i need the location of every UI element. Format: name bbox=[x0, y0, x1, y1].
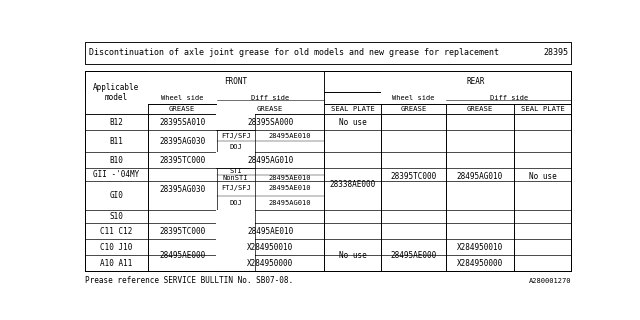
Text: 28495AE000: 28495AE000 bbox=[159, 251, 205, 260]
Text: FRONT: FRONT bbox=[224, 77, 247, 86]
Text: 28495AG010: 28495AG010 bbox=[457, 172, 503, 181]
Text: 28495AG010: 28495AG010 bbox=[268, 200, 310, 206]
Text: 28495AE010: 28495AE010 bbox=[268, 185, 310, 191]
Text: FTJ/SFJ: FTJ/SFJ bbox=[221, 185, 250, 191]
Text: No use: No use bbox=[339, 118, 366, 127]
Bar bbox=[216, 114, 255, 131]
Bar bbox=[85, 71, 571, 271]
Text: 28395: 28395 bbox=[543, 48, 568, 57]
Text: FTJ/SFJ: FTJ/SFJ bbox=[221, 133, 250, 139]
Text: REAR: REAR bbox=[467, 77, 485, 86]
Text: X284950000: X284950000 bbox=[457, 259, 503, 268]
Text: 28495AE010: 28495AE010 bbox=[268, 133, 310, 139]
Text: 28338AE000: 28338AE000 bbox=[330, 180, 376, 189]
Bar bbox=[381, 71, 571, 92]
Bar bbox=[148, 71, 324, 92]
Text: Diff side: Diff side bbox=[490, 95, 528, 101]
Text: 28395TC000: 28395TC000 bbox=[159, 156, 205, 165]
Bar bbox=[85, 42, 571, 64]
Text: Wheel side: Wheel side bbox=[161, 95, 204, 101]
Text: Prease reference SERVICE BULLTIN No. SB07-08.: Prease reference SERVICE BULLTIN No. SB0… bbox=[85, 276, 293, 285]
Text: GI0: GI0 bbox=[109, 191, 124, 200]
Text: STI: STI bbox=[229, 168, 242, 174]
Text: No use: No use bbox=[529, 172, 556, 181]
Text: A10 A11: A10 A11 bbox=[100, 259, 132, 268]
Text: 28395SA010: 28395SA010 bbox=[159, 118, 205, 127]
Bar bbox=[216, 255, 255, 271]
Text: B11: B11 bbox=[109, 137, 124, 146]
Text: X284950000: X284950000 bbox=[247, 259, 293, 268]
Bar bbox=[216, 210, 255, 223]
Text: 28495AE010: 28495AE010 bbox=[268, 175, 310, 181]
Text: GREASE: GREASE bbox=[401, 106, 427, 112]
Bar bbox=[85, 92, 148, 104]
Bar bbox=[216, 223, 255, 239]
Text: No use: No use bbox=[339, 251, 366, 260]
Bar bbox=[85, 71, 571, 271]
Text: Applicable
model: Applicable model bbox=[93, 83, 140, 102]
Text: B10: B10 bbox=[109, 156, 124, 165]
Bar bbox=[216, 152, 255, 168]
Text: B12: B12 bbox=[109, 118, 124, 127]
Text: Discontinuation of axle joint grease for old models and new grease for replaceme: Discontinuation of axle joint grease for… bbox=[89, 48, 499, 57]
Text: DOJ: DOJ bbox=[229, 144, 242, 150]
Text: GREASE: GREASE bbox=[467, 106, 493, 112]
Text: Diff side: Diff side bbox=[251, 95, 289, 101]
Bar bbox=[85, 42, 571, 64]
Bar bbox=[85, 104, 148, 114]
Text: X284950010: X284950010 bbox=[247, 243, 293, 252]
Text: SEAL PLATE: SEAL PLATE bbox=[330, 106, 374, 112]
Text: NonSTI: NonSTI bbox=[223, 175, 248, 181]
Bar bbox=[216, 239, 255, 255]
Bar bbox=[381, 92, 571, 104]
Text: A280001270: A280001270 bbox=[529, 277, 571, 284]
Text: GREASE: GREASE bbox=[257, 106, 284, 112]
Text: 28495AG010: 28495AG010 bbox=[247, 156, 293, 165]
Text: 28395AG030: 28395AG030 bbox=[159, 185, 205, 194]
Text: SEAL PLATE: SEAL PLATE bbox=[520, 106, 564, 112]
Text: Wheel side: Wheel side bbox=[392, 95, 435, 101]
Bar bbox=[216, 104, 324, 114]
Text: GII -'04MY: GII -'04MY bbox=[93, 170, 140, 179]
Text: X284950010: X284950010 bbox=[457, 243, 503, 252]
Text: 28495AE000: 28495AE000 bbox=[390, 251, 437, 260]
Text: GREASE: GREASE bbox=[169, 106, 195, 112]
Text: 28395SA000: 28395SA000 bbox=[247, 118, 293, 127]
Text: C10 J10: C10 J10 bbox=[100, 243, 132, 252]
Text: S10: S10 bbox=[109, 212, 124, 221]
Text: DOJ: DOJ bbox=[229, 200, 242, 206]
Bar bbox=[148, 92, 324, 104]
Text: 28395AG030: 28395AG030 bbox=[159, 137, 205, 146]
Text: 28395TC000: 28395TC000 bbox=[159, 227, 205, 236]
Bar bbox=[85, 71, 571, 271]
Text: C11 C12: C11 C12 bbox=[100, 227, 132, 236]
Text: 28395TC000: 28395TC000 bbox=[390, 172, 437, 181]
Text: 28495AE010: 28495AE010 bbox=[247, 227, 293, 236]
